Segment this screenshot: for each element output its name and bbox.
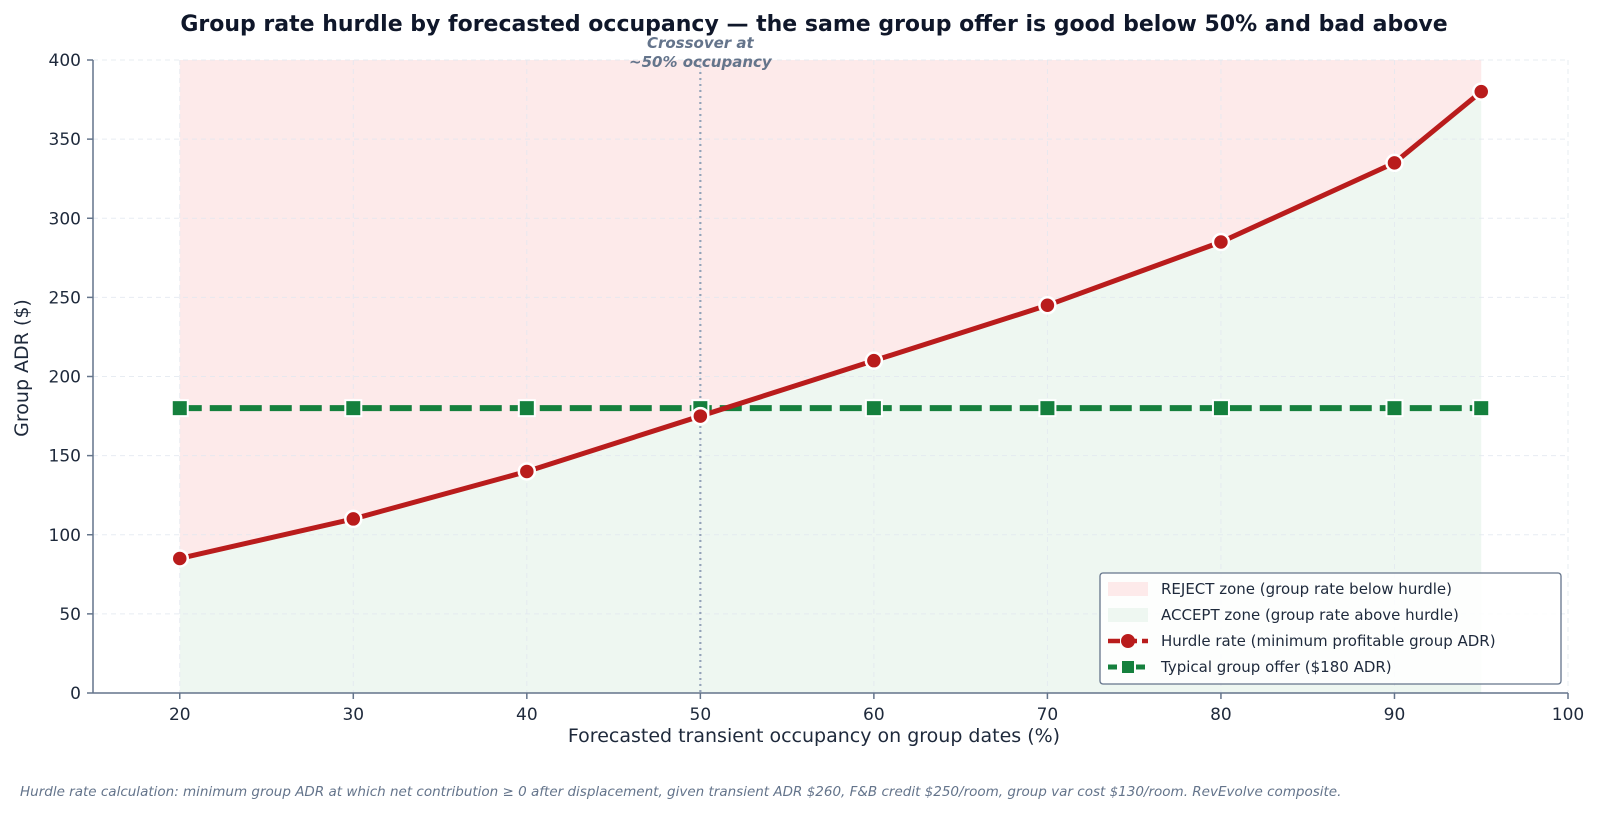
x-tick-label: 70 [1037,705,1059,725]
legend-offer-label: Typical group offer ($180 ADR) [1160,658,1392,676]
y-tick-label: 250 [49,288,81,308]
y-tick-label: 50 [59,605,81,625]
y-tick-label: 400 [49,51,81,71]
legend-reject-zone-swatch [1108,582,1148,596]
ticks-layer: 0 50 100 150 200 250 300 350 400 20 30 40 50 60 70 80 90… [49,51,1585,725]
hurdle-point [170,549,190,568]
legend-accept-zone-label: ACCEPT zone (group rate above hurdle) [1161,606,1459,624]
crossover-layer: Crossover at~50% occupancy [629,34,773,693]
chart-title: Group rate hurdle by forecasted occupanc… [180,12,1447,37]
hurdle-point [691,406,710,426]
zones-layer [179,60,1482,693]
hurdle-point [344,509,363,529]
legend-accept-zone-swatch [1108,608,1148,622]
legend-hurdle-label: Hurdle rate (minimum profitable group AD… [1161,632,1496,650]
y-tick-label: 200 [49,368,81,388]
crossover-annotation-line2: ~50% occupancy [629,53,773,71]
hurdle-point [1038,296,1057,315]
y-tick-label: 300 [49,209,81,229]
offer-point [1038,399,1057,418]
x-tick-label: 40 [516,705,538,725]
offer-point [170,399,189,418]
x-tick-label: 30 [342,705,364,725]
x-tick-label: 100 [1552,705,1584,725]
x-tick-label: 20 [169,705,191,725]
crossover-annotation-line1: Crossover at [647,34,755,52]
footnote: Hurdle rate calculation: minimum group A… [20,784,1342,800]
y-tick-label: 350 [49,130,81,150]
legend-offer-swatch-marker [1122,661,1134,673]
x-tick-label: 60 [863,705,885,725]
offer-point [1385,399,1404,418]
hurdle-point [1211,232,1231,252]
offer-point [517,399,536,418]
legend-hurdle-swatch-marker [1121,634,1135,648]
x-axis-label: Forecasted transient occupancy on group … [568,725,1060,747]
offer-point [864,399,883,418]
offer-point [344,399,363,418]
hurdle-point [1385,153,1404,173]
offer-point [1211,399,1230,418]
accept-zone [179,91,1482,693]
legend: REJECT zone (group rate below hurdle) ACC… [1099,572,1562,685]
y-axis-label: Group ADR ($) [11,299,33,437]
legend-reject-zone-label: REJECT zone (group rate below hurdle) [1161,580,1452,598]
x-tick-label: 90 [1384,705,1406,725]
legend-box [1099,572,1562,685]
y-tick-label: 150 [49,447,81,467]
reject-zone [179,60,1482,559]
x-tick-label: 50 [690,705,712,725]
offer-point [1472,399,1491,418]
hurdle-point [864,351,884,370]
hurdle-point [1471,82,1491,101]
y-tick-label: 100 [49,526,81,546]
series-layer [170,82,1491,568]
hurdle-point [517,462,537,481]
x-tick-label: 80 [1210,705,1232,725]
y-tick-label: 0 [70,684,81,704]
